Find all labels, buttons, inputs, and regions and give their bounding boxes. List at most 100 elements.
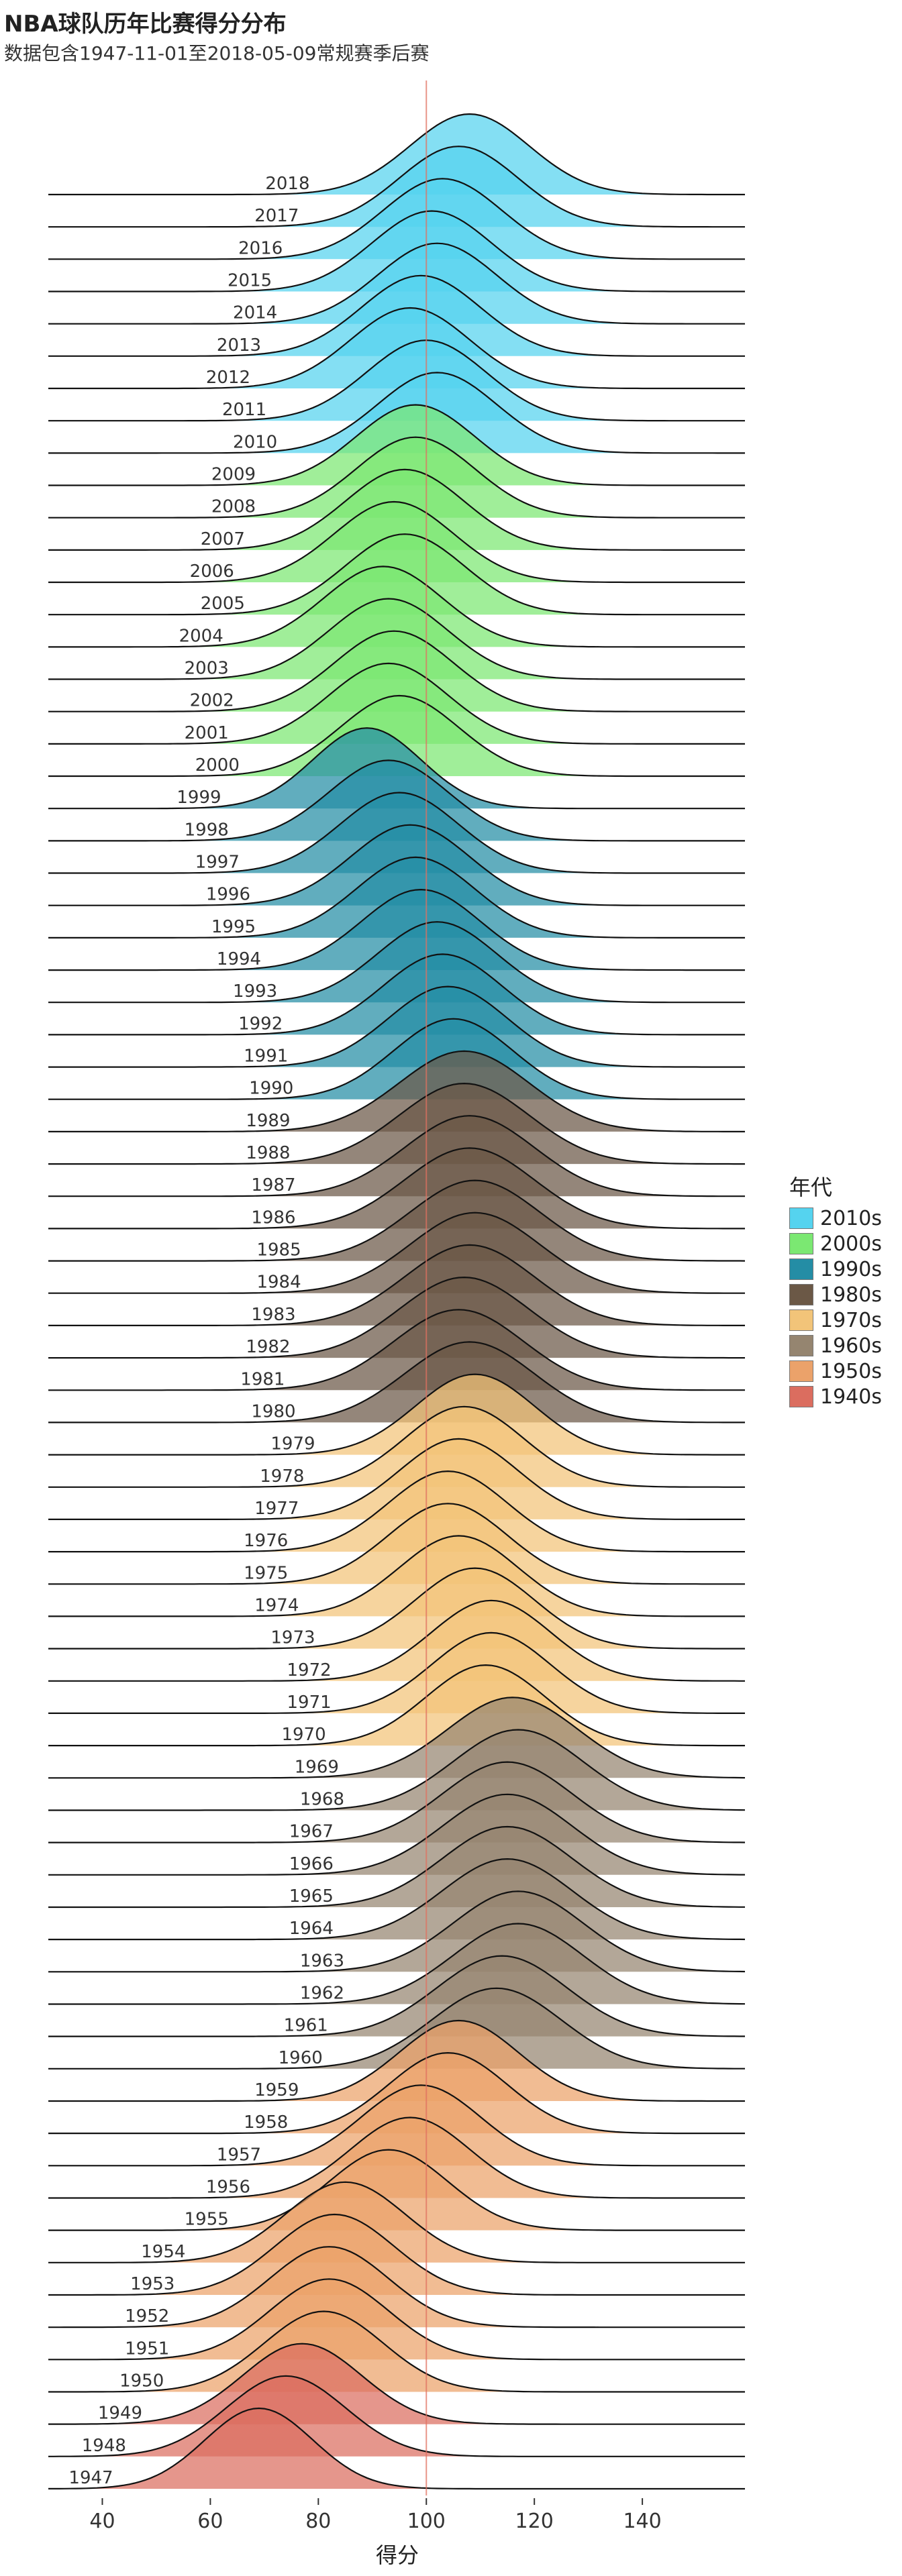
ridge-line-1950 xyxy=(48,2310,745,2393)
ridge-area-1994 xyxy=(48,890,745,971)
ridge-2012: 2012 xyxy=(48,307,745,390)
ridge-line-1983 xyxy=(48,1244,745,1326)
ridge-label-1983: 1983 xyxy=(251,1305,295,1325)
ridge-label-1952: 1952 xyxy=(125,2306,169,2326)
ridge-label-1978: 1978 xyxy=(260,1466,304,1487)
ridge-line-2016 xyxy=(48,178,745,260)
ridges-group: 2018 2017 2016 2015 2014 2013 2012 2011 2010 2009… xyxy=(48,113,746,2490)
ridge-line-1991 xyxy=(48,985,745,1068)
ridge-2015: 2015 xyxy=(48,210,745,292)
ridge-1949: 1949 xyxy=(48,2343,745,2425)
ridge-1991: 1991 xyxy=(48,985,745,1068)
ridge-area-1985 xyxy=(48,1180,745,1261)
ridge-1967: 1967 xyxy=(48,1761,746,1843)
ridge-1985: 1985 xyxy=(48,1179,746,1262)
ridge-area-1973 xyxy=(48,1568,745,1649)
ridge-label-2013: 2013 xyxy=(217,335,261,356)
ridge-line-1951 xyxy=(48,2278,745,2361)
ridge-area-1966 xyxy=(48,1794,745,1875)
ridge-area-1965 xyxy=(48,1827,745,1907)
ridge-1993: 1993 xyxy=(48,921,745,1004)
ridge-label-1982: 1982 xyxy=(246,1337,290,1357)
legend-swatch xyxy=(789,1335,813,1356)
x-tick-label-80: 80 xyxy=(305,2510,331,2533)
ridge-line-1998 xyxy=(48,759,745,842)
ridge-line-1973 xyxy=(48,1567,745,1650)
legend-label: 1970s xyxy=(820,1308,882,1332)
ridge-label-2010: 2010 xyxy=(233,432,277,452)
ridge-label-2018: 2018 xyxy=(265,174,309,194)
ridge-label-1967: 1967 xyxy=(289,1822,334,1842)
ridge-area-1978 xyxy=(48,1406,745,1487)
ridge-area-2000 xyxy=(48,696,745,776)
ridge-line-1978 xyxy=(48,1405,745,1488)
ridge-area-1959 xyxy=(48,2021,745,2101)
ridge-label-1966: 1966 xyxy=(289,1854,334,1874)
chart-title: NBA球队历年比赛得分分布 xyxy=(4,11,287,38)
ridge-1961: 1961 xyxy=(48,1955,745,2037)
ridge-label-1951: 1951 xyxy=(125,2339,169,2359)
ridge-1988: 1988 xyxy=(48,1082,745,1165)
ridge-1984: 1984 xyxy=(48,1212,745,1294)
legend: 年代 2010s 2000s 1990s 1980s 1970s 1960s 1950s 19… xyxy=(789,1171,882,1409)
ridge-label-1975: 1975 xyxy=(244,1563,288,1583)
ridge-1947: 1947 xyxy=(48,2407,745,2490)
ridge-label-1956: 1956 xyxy=(206,2177,250,2197)
legend-label: 1950s xyxy=(820,1359,882,1383)
ridge-line-2014 xyxy=(48,242,745,325)
ridge-1978: 1978 xyxy=(48,1405,745,1488)
ridge-label-1979: 1979 xyxy=(270,1434,315,1454)
ridge-1971: 1971 xyxy=(48,1631,745,1714)
ridge-label-1976: 1976 xyxy=(244,1531,288,1551)
ridge-area-1993 xyxy=(48,922,745,1003)
ridge-1981: 1981 xyxy=(48,1309,745,1391)
ridge-1966: 1966 xyxy=(48,1793,745,1876)
legend-swatch xyxy=(789,1233,813,1254)
ridge-label-2011: 2011 xyxy=(222,400,266,420)
ridge-area-1962 xyxy=(48,1923,745,2004)
ridge-area-1950 xyxy=(48,2311,745,2392)
ridge-area-1990 xyxy=(48,1018,745,1099)
ridge-area-1976 xyxy=(48,1471,745,1552)
ridge-line-2000 xyxy=(48,694,745,777)
ridge-area-1954 xyxy=(48,2182,745,2263)
ridge-label-2015: 2015 xyxy=(228,271,272,291)
ridge-2011: 2011 xyxy=(48,339,745,422)
ridge-line-1956 xyxy=(48,2116,745,2199)
ridge-line-1980 xyxy=(48,1341,745,1424)
legend-label: 2000s xyxy=(820,1232,882,1256)
legend-item-2000s: 2000s xyxy=(789,1231,882,1256)
ridge-line-1947 xyxy=(48,2407,745,2490)
ridge-label-2012: 2012 xyxy=(206,368,250,388)
ridge-line-1964 xyxy=(48,1858,746,1941)
ridge-label-1987: 1987 xyxy=(251,1175,295,1195)
ridge-line-2018 xyxy=(48,113,745,196)
legend-item-1960s: 1960s xyxy=(789,1333,882,1358)
ridge-line-1984 xyxy=(48,1212,745,1294)
ridge-area-1977 xyxy=(48,1438,745,1519)
ridge-area-1967 xyxy=(48,1762,745,1843)
legend-label: 1990s xyxy=(820,1257,882,1281)
ridge-1983: 1983 xyxy=(48,1244,745,1326)
ridge-line-1959 xyxy=(48,2019,745,2102)
ridge-label-1994: 1994 xyxy=(217,949,261,969)
ridge-label-1957: 1957 xyxy=(217,2145,261,2165)
ridge-label-1997: 1997 xyxy=(195,853,240,873)
ridge-line-2003 xyxy=(48,598,745,680)
ridge-line-1974 xyxy=(48,1535,745,1617)
ridge-line-2004 xyxy=(48,566,745,648)
ridge-label-1962: 1962 xyxy=(300,1983,344,2003)
ridge-2016: 2016 xyxy=(48,178,745,260)
ridge-1974: 1974 xyxy=(48,1535,745,1617)
ridge-1960: 1960 xyxy=(48,1987,745,2070)
ridge-label-1970: 1970 xyxy=(281,1725,325,1745)
ridge-label-1964: 1964 xyxy=(289,1919,334,1939)
legend-swatch xyxy=(789,1284,813,1305)
ridge-line-2015 xyxy=(48,210,745,292)
ridge-line-1972 xyxy=(48,1599,745,1682)
ridge-line-1954 xyxy=(48,2181,745,2263)
ridge-area-2017 xyxy=(48,146,745,227)
legend-items: 2010s 2000s 1990s 1980s 1970s 1960s 1950s 1940s xyxy=(789,1205,882,1409)
ridge-1952: 1952 xyxy=(48,2246,745,2328)
legend-label: 1960s xyxy=(820,1334,882,1358)
